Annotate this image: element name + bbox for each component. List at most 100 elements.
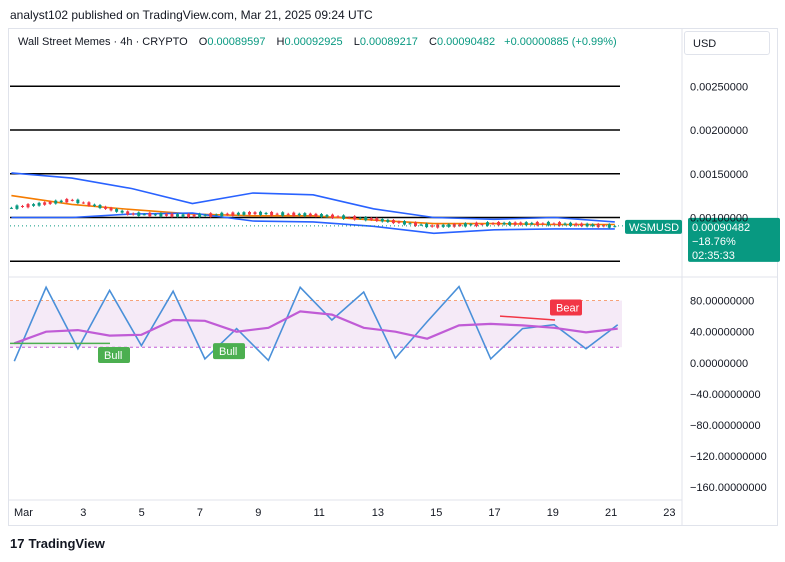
footer-brand: TradingView	[28, 536, 105, 551]
signal-bear-marker	[550, 299, 582, 316]
candle-body	[458, 224, 462, 227]
time-axis-label: 13	[372, 507, 384, 519]
candle-body	[497, 221, 501, 226]
candle-body	[325, 215, 329, 217]
candle-body	[557, 222, 561, 226]
candle-body	[286, 213, 290, 215]
time-axis-label: 17	[488, 507, 500, 519]
candle-body	[397, 221, 401, 223]
oscillator-axis-label: 80.00000000	[690, 296, 754, 308]
candle-body	[414, 222, 418, 226]
tradingview-logo-icon: 17	[10, 536, 25, 551]
candle-body	[563, 223, 567, 225]
signal-bull-marker	[98, 347, 130, 363]
candle-body	[486, 222, 490, 226]
candle-body	[336, 216, 340, 218]
symbol-name[interactable]: Wall Street Memes · 4h · CRYPTO	[18, 36, 188, 48]
candle-body	[574, 223, 578, 226]
candle-body	[319, 214, 323, 217]
candle-body	[198, 213, 202, 218]
time-axis-label: 15	[430, 507, 442, 519]
ticker-tag	[625, 219, 682, 234]
candle-body	[391, 220, 395, 224]
candle-body	[546, 221, 550, 226]
candle-body	[76, 199, 80, 204]
candle-body	[275, 213, 279, 215]
candle-body	[126, 211, 130, 215]
price-tag-change: −18.76%	[692, 236, 736, 248]
bollinger-lower	[11, 212, 615, 235]
candle-body	[225, 213, 229, 215]
candle-body	[402, 221, 406, 225]
candle-body	[148, 212, 152, 217]
price-axis-label: 0.00100000	[690, 213, 748, 225]
bear-divergence-line	[499, 315, 556, 321]
candle-body	[214, 214, 218, 216]
candle-body	[247, 211, 251, 215]
high-label: H	[276, 36, 285, 48]
candle-body	[292, 212, 296, 216]
candle-body	[153, 214, 157, 216]
candle-body	[591, 224, 595, 227]
candle-body	[569, 222, 573, 226]
grid-layer	[8, 28, 778, 526]
candle-body	[508, 222, 512, 226]
candle-body	[474, 222, 478, 227]
candle-body	[380, 219, 384, 222]
oscillator-axis-label: −120.00000000	[690, 451, 767, 463]
candle-body	[220, 212, 224, 217]
low-value: 0.00089217	[359, 36, 418, 48]
candle-body	[585, 223, 589, 227]
candle-body	[164, 214, 168, 216]
signal-bear-label: Bear	[556, 303, 580, 315]
stochastic-k-line	[13, 285, 619, 362]
candle-body	[54, 200, 58, 204]
bollinger-upper	[11, 172, 615, 223]
moving-average-line	[11, 194, 615, 226]
candle-body	[236, 212, 240, 215]
time-axis-label: Mar	[14, 507, 33, 519]
candle-body	[120, 210, 124, 213]
candle-body	[104, 206, 108, 209]
price-pane: WSMUSD 0.00090482 −18.76% 02:35:33	[9, 85, 780, 263]
low-label: L	[353, 36, 360, 48]
candle-body	[541, 223, 545, 225]
close-value: 0.00090482	[436, 36, 496, 48]
candle-body	[513, 222, 517, 225]
candle-body	[524, 222, 528, 226]
high-value: 0.00092925	[284, 36, 343, 48]
candle-body	[469, 224, 473, 226]
candle-body	[602, 225, 606, 227]
candle-body	[441, 224, 445, 227]
candle-body	[26, 204, 30, 208]
candle-body	[353, 216, 357, 220]
currency-selector[interactable]: USD	[684, 31, 770, 55]
price-axis-label: 0.00250000	[690, 81, 748, 93]
candle-body	[491, 223, 495, 225]
candle-body	[43, 202, 47, 205]
signal-bull-marker	[213, 343, 245, 360]
oscillator-axis-label: 40.00000000	[690, 327, 754, 339]
time-axis-label: 9	[255, 507, 261, 519]
candle-body	[159, 213, 163, 217]
candle-body	[270, 211, 274, 216]
oscillator-axis-label: −160.00000000	[690, 482, 767, 494]
candle-body	[436, 224, 440, 228]
time-axis-label: 21	[605, 507, 617, 519]
publisher-line: analyst102 published on TradingView.com,…	[10, 8, 373, 22]
signal-bull-label: Bull	[219, 346, 237, 358]
price-tag-value: 0.00090482	[692, 222, 750, 234]
candle-body	[552, 223, 556, 225]
candle-body	[92, 204, 96, 206]
candle-body	[347, 217, 351, 219]
candle-body	[580, 223, 584, 227]
candle-body	[297, 213, 301, 216]
tradingview-footer[interactable]: 17 TradingView	[10, 536, 105, 551]
candle-body	[98, 205, 102, 209]
candle-body	[187, 214, 191, 218]
candle-body	[369, 218, 373, 220]
candle-body	[192, 214, 196, 217]
candle-body	[32, 204, 36, 206]
candle-body	[65, 198, 69, 203]
